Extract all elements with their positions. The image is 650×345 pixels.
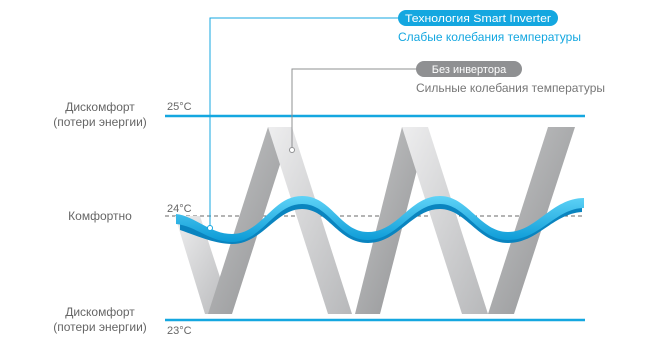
inverter-badge-text: Технология Smart Inverter bbox=[405, 13, 551, 25]
bottom-energy-loss-label: (потери энергии) bbox=[53, 320, 147, 334]
no-inverter-caption: Сильные колебания температуры bbox=[416, 81, 605, 95]
bottom-discomfort-label: Дискомфорт bbox=[65, 305, 135, 319]
ribbon-down-3 bbox=[402, 127, 488, 314]
temp-mid-label: 24°C bbox=[167, 203, 192, 215]
no-inverter-badge bbox=[416, 61, 522, 77]
no-inverter-badge-text: Без инвертора bbox=[432, 64, 507, 76]
ribbon-up-1 bbox=[208, 127, 292, 314]
inverter-caption: Слабые колебания температуры bbox=[398, 30, 581, 44]
top-discomfort-label: Дискомфорт bbox=[65, 100, 135, 114]
comfort-label: Комфортно bbox=[68, 209, 132, 223]
ribbon-down-2 bbox=[268, 127, 352, 314]
temp-low-label: 23°C bbox=[167, 325, 192, 337]
top-energy-loss-label: (потери энергии) bbox=[53, 115, 147, 129]
inverter-wave-ribbon bbox=[176, 196, 584, 244]
no-inverter-ribbon bbox=[175, 127, 575, 314]
ribbon-up-2 bbox=[355, 127, 428, 314]
no-inverter-callout-line bbox=[291, 68, 418, 150]
no-inverter-callout-dot bbox=[289, 147, 295, 153]
inverter-badge bbox=[398, 10, 558, 26]
wave-front-strand bbox=[176, 196, 584, 242]
inverter-callout-line bbox=[209, 17, 400, 228]
temp-high-label: 25°C bbox=[167, 101, 192, 113]
ribbon-up-3 bbox=[488, 127, 575, 314]
inverter-callout-dot bbox=[207, 225, 213, 231]
